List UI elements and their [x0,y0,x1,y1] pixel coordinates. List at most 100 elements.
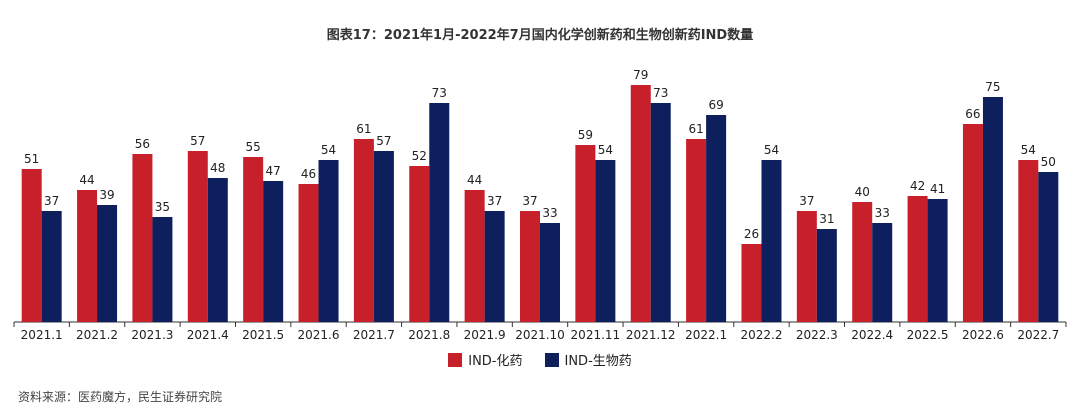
bar-chem [852,202,873,322]
data-label-bio: 73 [653,86,668,100]
data-label-bio: 41 [930,182,945,196]
x-tick-label: 2021.4 [187,328,229,342]
bar-bio [706,115,727,322]
data-label-chem: 46 [301,167,316,181]
bar-bio [41,211,62,322]
x-tick-label: 2021.5 [242,328,284,342]
legend-label-chem: IND-化药 [468,354,523,369]
bar-bio [263,181,284,322]
bar-bio [872,223,893,322]
bar-bio [97,205,118,322]
bar-chem [907,196,928,322]
data-label-bio: 37 [44,194,59,208]
x-tick-label: 2021.2 [76,328,118,342]
bar-bio [982,97,1003,322]
bar-bio [816,229,837,322]
data-label-bio: 39 [99,188,114,202]
bar-chem [1018,160,1039,322]
legend-item-chem: IND-化药 [448,350,523,369]
data-label-chem: 40 [855,185,870,199]
data-label-chem: 56 [135,137,150,151]
chart-title: 图表17：2021年1月-2022年7月国内化学创新药和生物创新药IND数量 [326,28,754,43]
data-label-chem: 37 [799,194,814,208]
data-label-bio: 33 [875,206,890,220]
data-label-chem: 54 [1021,143,1036,157]
bar-chem [298,184,319,322]
data-label-bio: 54 [764,143,779,157]
bar-bio [927,199,948,322]
data-label-chem: 37 [522,194,537,208]
x-tick-label: 2021.8 [408,328,450,342]
x-tick-label: 2021.10 [515,328,565,342]
data-label-bio: 37 [487,194,502,208]
bar-chem [520,211,540,322]
legend: IND-化药 IND-生物药 [0,350,1080,369]
bar-chem [741,244,762,322]
x-tick-label: 2022.6 [962,328,1004,342]
bar-chart: 51 37 2021.1 44 39 2021.2 56 35 2021.3 57 48 2021.4… [13,68,1067,342]
x-tick-label: 2022.3 [796,328,838,342]
data-label-bio: 57 [376,134,391,148]
x-tick-label: 2021.12 [626,328,676,342]
data-label-chem: 26 [744,227,759,241]
data-label-bio: 33 [542,206,557,220]
legend-item-bio: IND-生物药 [544,350,632,369]
data-label-chem: 51 [24,152,39,166]
data-label-chem: 44 [79,173,94,187]
legend-swatch-chem [448,352,463,367]
data-label-bio: 54 [321,143,336,157]
bar-chem [630,85,651,322]
x-tick-label: 2021.11 [571,328,621,342]
bar-chem [187,151,208,322]
bar-bio [207,178,228,322]
data-label-bio: 73 [432,86,447,100]
data-label-bio: 35 [155,200,170,214]
data-label-bio: 69 [708,98,723,112]
bar-chem [132,154,153,322]
x-tick-label: 2022.7 [1017,328,1059,342]
bar-chem [796,211,817,322]
legend-swatch-bio [544,352,559,367]
data-label-chem: 59 [578,128,593,142]
x-tick-label: 2022.5 [907,328,949,342]
data-label-chem: 61 [356,122,371,136]
data-label-chem: 61 [688,122,703,136]
bar-chem [686,139,707,322]
data-label-chem: 55 [246,140,261,154]
bar-chem [353,139,374,322]
bar-bio [595,160,616,322]
x-tick-label: 2021.9 [464,328,506,342]
bar-bio [373,151,394,322]
bar-bio [761,160,782,322]
data-label-chem: 79 [633,68,648,82]
bar-bio [318,160,339,322]
source-note: 资料来源：医药魔方，民生证券研究院 [18,390,223,404]
bar-chem [575,145,596,322]
bar-bio [152,217,173,322]
data-label-bio: 50 [1041,155,1056,169]
bar-bio [484,211,505,322]
data-label-bio: 31 [819,212,834,226]
data-label-bio: 75 [985,80,1000,94]
data-label-chem: 66 [965,107,980,121]
x-tick-label: 2021.6 [298,328,340,342]
bar-bio [650,103,671,322]
bar-chem [21,169,42,322]
data-label-bio: 48 [210,161,225,175]
bar-chem [409,166,430,322]
data-label-bio: 47 [266,164,281,178]
data-label-chem: 52 [412,149,427,163]
x-tick-label: 2022.1 [685,328,727,342]
x-tick-label: 2022.2 [740,328,782,342]
bar-bio [1038,172,1059,322]
legend-label-bio: IND-生物药 [564,354,632,369]
bar-chem [962,124,983,322]
bar-bio [429,103,450,322]
bar-chem [243,157,264,322]
bar-chem [77,190,98,322]
bar-bio [540,223,560,322]
x-tick-label: 2021.1 [21,328,63,342]
data-label-chem: 44 [467,173,482,187]
data-label-chem: 57 [190,134,205,148]
data-label-bio: 54 [598,143,613,157]
